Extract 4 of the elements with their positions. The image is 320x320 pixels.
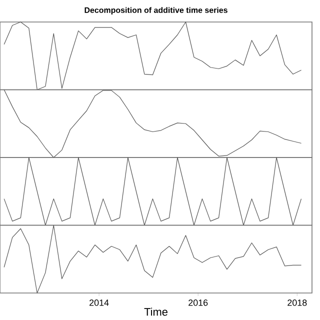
x-tick-label: 2016	[188, 300, 208, 306]
x-tick-label: 2014	[90, 300, 109, 306]
x-axis-title: Time	[144, 308, 168, 316]
x-tick-label: 2018	[288, 300, 307, 306]
